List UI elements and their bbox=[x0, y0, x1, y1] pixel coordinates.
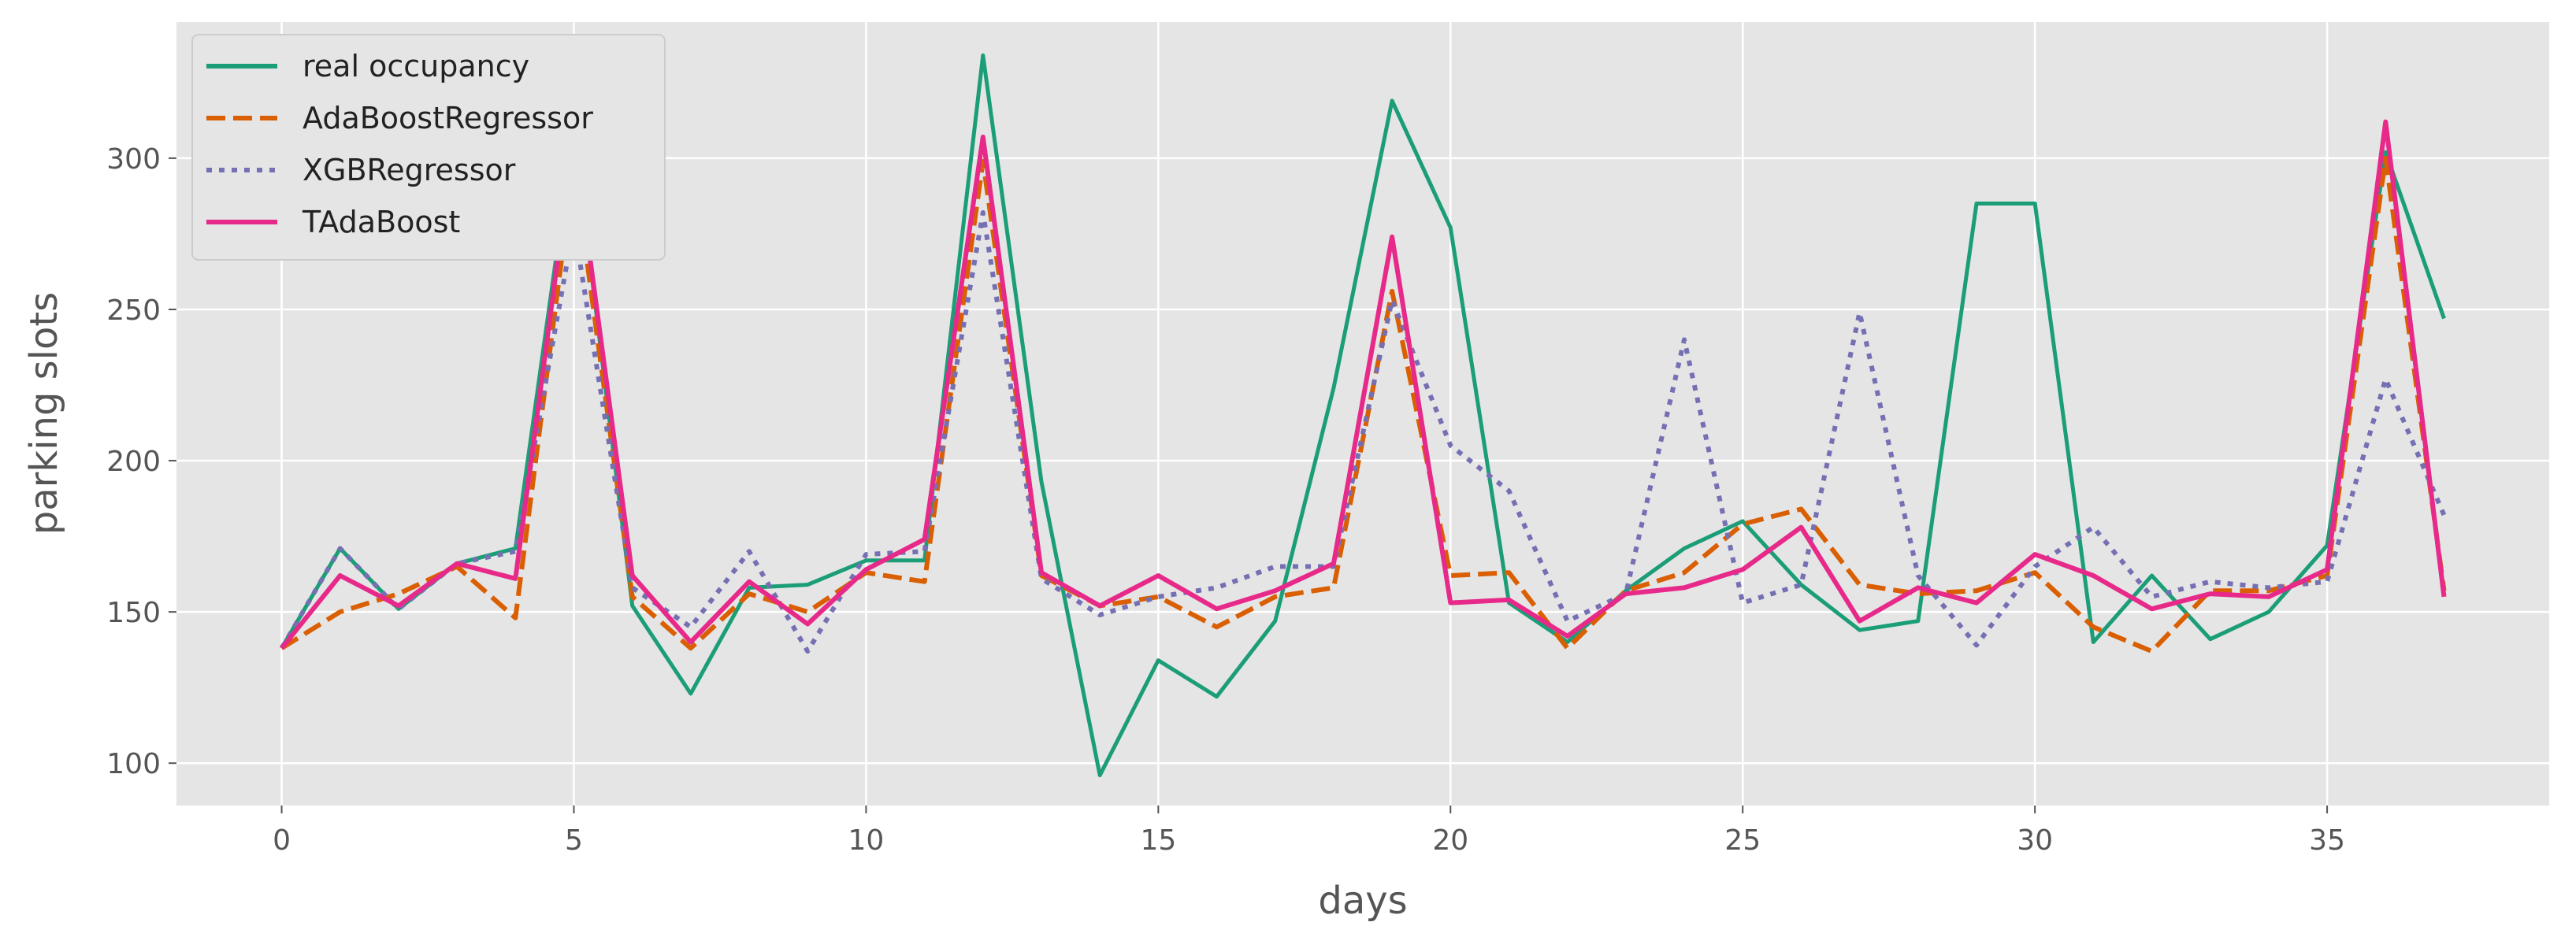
y-tick-label: 100 bbox=[106, 748, 161, 780]
legend-box bbox=[191, 34, 666, 261]
x-tick-label: 20 bbox=[1432, 824, 1468, 857]
legend-label: real occupancy bbox=[303, 49, 529, 83]
x-tick-label: 0 bbox=[273, 824, 291, 857]
y-tick-label: 200 bbox=[106, 446, 161, 478]
legend-label: XGBRegressor bbox=[303, 153, 516, 187]
y-tick-label: 300 bbox=[106, 143, 161, 176]
legend: real occupancy AdaBoostRegressor XGBRegres… bbox=[191, 34, 666, 261]
y-tick-label: 150 bbox=[106, 597, 161, 629]
y-tick-label: 250 bbox=[106, 294, 161, 327]
x-tick-label: 25 bbox=[1724, 824, 1761, 857]
x-tick-label: 10 bbox=[848, 824, 885, 857]
series-lines bbox=[279, 53, 2447, 778]
series-line-3 bbox=[280, 119, 2447, 650]
x-tick-label: 35 bbox=[2309, 824, 2345, 857]
x-tick-label: 30 bbox=[2017, 824, 2053, 857]
series-line-2 bbox=[279, 210, 2447, 654]
x-tick-label: 5 bbox=[565, 824, 583, 857]
x-tick-label: 15 bbox=[1140, 824, 1176, 857]
x-axis-label: days bbox=[1318, 879, 1407, 923]
y-axis-label: parking slots bbox=[22, 292, 66, 535]
grid-lines bbox=[176, 22, 2549, 806]
legend-label: AdaBoostRegressor bbox=[303, 101, 593, 135]
tick-labels: 0 5 10 15 20 25 30 35 100 150 200 250 300 bbox=[106, 143, 2345, 857]
series-line-0 bbox=[280, 53, 2446, 778]
series-line-1 bbox=[280, 155, 2447, 654]
legend-label: TAdaBoost bbox=[302, 205, 460, 239]
